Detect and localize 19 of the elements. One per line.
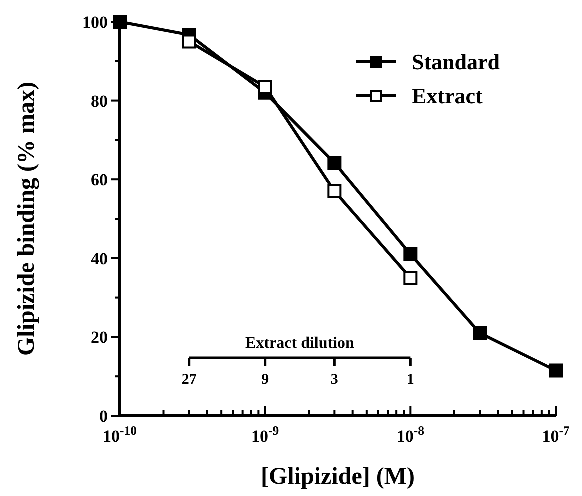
x-tick-label: 10$^{-9}$ — [252, 424, 280, 446]
x-tick-label: 10$^{-8}$ — [396, 424, 424, 446]
x-tick-label: 10$^{-10}$ — [103, 424, 137, 446]
y-tick-label: 60 — [91, 170, 108, 190]
annotation: 1 — [406, 372, 414, 388]
y-tick-label: 100 — [82, 12, 108, 32]
x-tick-label: 10$^{-7}$ — [542, 424, 570, 446]
y-tick-label: 80 — [91, 92, 108, 111]
annotation: 9 — [262, 372, 270, 388]
y-tick-label: 40 — [91, 249, 108, 268]
annotation: 27 — [182, 372, 198, 388]
legend-label: Standard — [412, 50, 500, 75]
legend-label: Extract — [412, 84, 484, 109]
y-tick-label: 0 — [100, 406, 108, 426]
x-axis-title: [Glipizide] (M) — [261, 464, 415, 490]
y-axis-title: Glipizide binding (% max) — [14, 82, 40, 356]
y-tick-label: 20 — [91, 328, 108, 348]
annotation: 3 — [330, 372, 338, 388]
annotation: Extract dilution — [246, 335, 355, 352]
